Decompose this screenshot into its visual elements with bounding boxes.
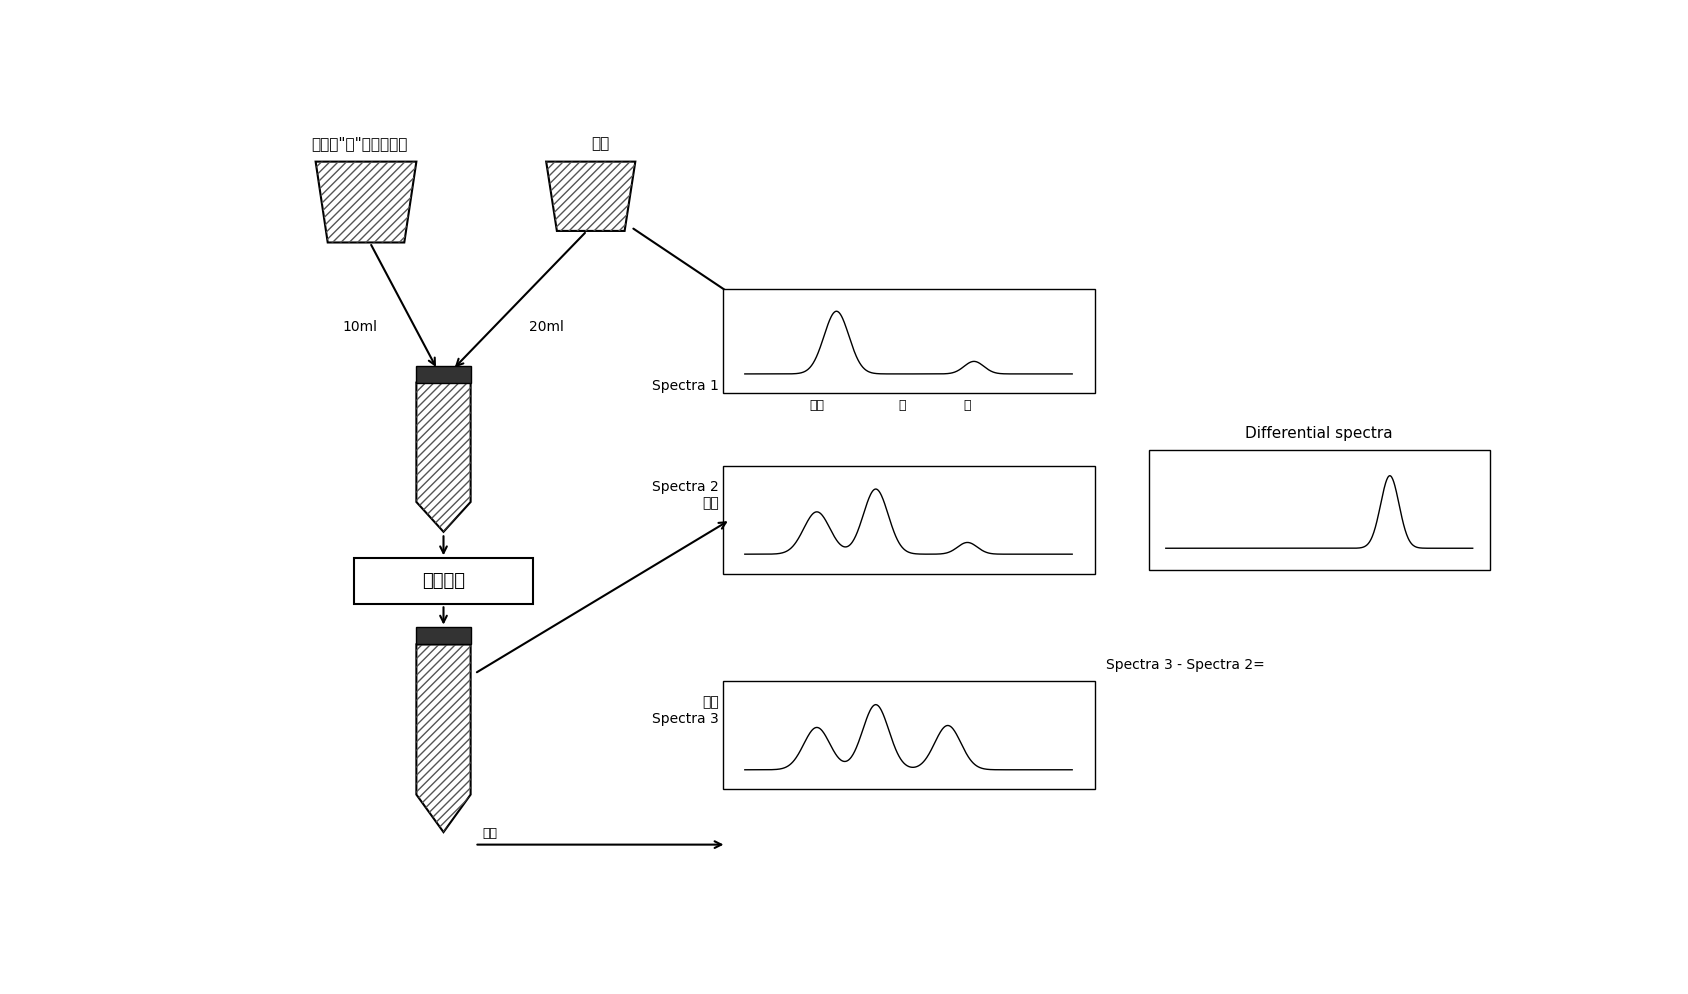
Text: 溶剂: 溶剂 xyxy=(591,136,609,151)
Polygon shape xyxy=(547,162,635,231)
Bar xyxy=(417,627,471,644)
Text: 溶剂: 溶剂 xyxy=(809,399,824,412)
Text: Spectra 3: Spectra 3 xyxy=(652,712,719,727)
Text: 样品或"干"油（参比）: 样品或"干"油（参比） xyxy=(312,136,408,151)
Text: Spectra 1: Spectra 1 xyxy=(652,379,719,393)
Text: 油: 油 xyxy=(898,399,906,412)
Text: Differential spectra: Differential spectra xyxy=(1246,426,1393,441)
Bar xyxy=(1150,450,1491,570)
Text: 水: 水 xyxy=(964,399,971,412)
Polygon shape xyxy=(417,644,471,832)
Text: 10ml: 10ml xyxy=(343,320,378,334)
Text: 样品: 样品 xyxy=(702,695,719,710)
Text: 样品: 样品 xyxy=(483,827,498,840)
Polygon shape xyxy=(316,162,417,243)
Bar xyxy=(722,466,1094,574)
Text: Spectra 2: Spectra 2 xyxy=(652,480,719,494)
Text: 20ml: 20ml xyxy=(528,320,564,334)
Polygon shape xyxy=(417,383,471,532)
Bar xyxy=(354,559,533,604)
Bar xyxy=(417,366,471,383)
Text: 混合离心: 混合离心 xyxy=(422,573,464,590)
Text: 参比: 参比 xyxy=(702,497,719,511)
Bar xyxy=(722,288,1094,393)
Text: Spectra 3 - Spectra 2=: Spectra 3 - Spectra 2= xyxy=(1106,658,1264,672)
Bar xyxy=(722,681,1094,789)
